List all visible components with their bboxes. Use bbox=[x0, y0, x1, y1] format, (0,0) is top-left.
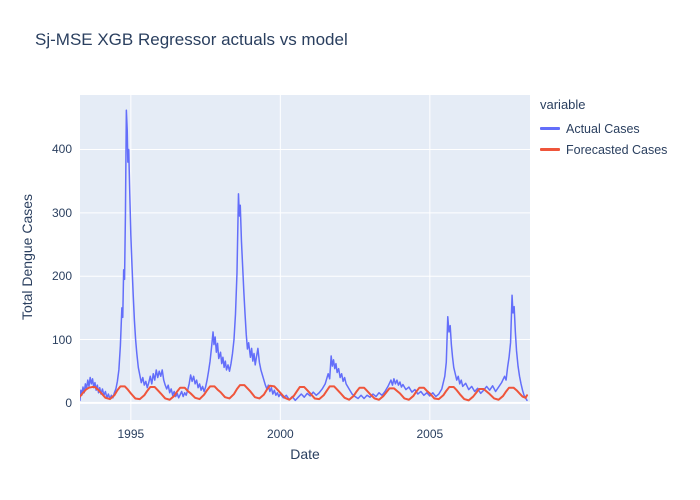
x-tick-label: 2000 bbox=[266, 427, 294, 441]
x-tick-label: 2005 bbox=[416, 427, 444, 441]
plot-area[interactable] bbox=[80, 95, 530, 420]
chart-title: Sj-MSE XGB Regressor actuals vs model bbox=[35, 30, 348, 49]
legend: variable Actual Cases Forecasted Cases bbox=[540, 97, 667, 160]
actual-cases-line-swatch bbox=[540, 127, 560, 130]
y-axis-title: Total Dengue Cases bbox=[19, 193, 35, 321]
y-tick-label: 400 bbox=[51, 142, 72, 157]
y-tick-label: 200 bbox=[51, 269, 72, 284]
legend-title: variable bbox=[540, 97, 586, 112]
legend-label-actual-cases: Actual Cases bbox=[566, 121, 640, 136]
y-tick-label: 300 bbox=[51, 205, 72, 220]
legend-item-forecasted-cases[interactable]: Forecasted Cases bbox=[540, 139, 667, 160]
legend-label-forecasted-cases: Forecasted Cases bbox=[566, 142, 668, 157]
forecasted-cases-line-swatch bbox=[540, 148, 560, 151]
y-tick-label: 100 bbox=[51, 332, 72, 347]
x-axis-title: Date bbox=[290, 446, 320, 462]
y-tick-label: 0 bbox=[65, 395, 72, 410]
legend-item-actual-cases[interactable]: Actual Cases bbox=[540, 118, 667, 139]
x-tick-label: 1995 bbox=[117, 427, 145, 441]
